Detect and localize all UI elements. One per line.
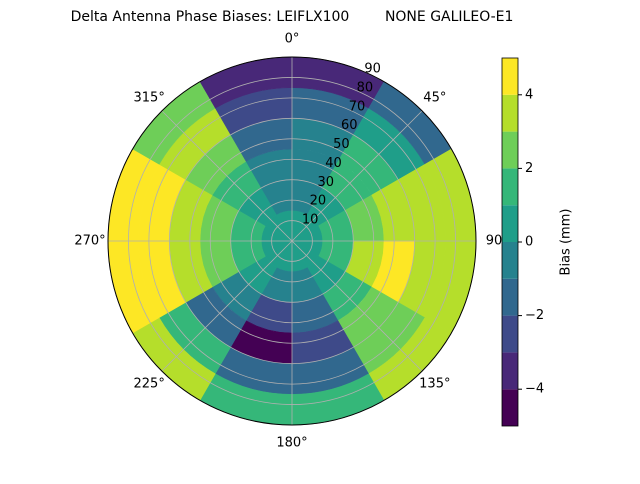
colorbar-segment: [502, 131, 518, 169]
colorbar-tick-label: 4: [525, 87, 533, 102]
radial-tick-label: 70: [349, 99, 366, 114]
angle-tick-label: 90: [486, 234, 503, 249]
colorbar-segment: [502, 315, 518, 353]
colorbar-label: Bias (mm): [559, 209, 574, 276]
colorbar-segment: [502, 389, 518, 426]
radial-tick-label: 40: [325, 156, 342, 171]
colorbar-segment: [502, 205, 518, 242]
grid-spoke: [161, 240, 293, 372]
colorbar-segment: [502, 168, 518, 206]
angle-tick-label: 270°: [74, 234, 105, 249]
colorbar-segment: [502, 242, 518, 279]
polar-frame: [107, 56, 477, 426]
radial-tick-label: 60: [341, 118, 358, 133]
colorbar-segment: [502, 352, 518, 390]
colorbar-tick-label: −2: [525, 308, 544, 323]
radial-tick-label: 90: [364, 62, 381, 77]
colorbar-tick-label: 2: [525, 161, 533, 176]
colorbar-segment: [502, 278, 518, 316]
angle-tick-label: 135°: [419, 376, 450, 391]
angle-tick-label: 225°: [134, 376, 165, 391]
chart-title: Delta Antenna Phase Biases: LEIFLX100 NO…: [71, 9, 514, 25]
grid-spoke: [291, 110, 423, 242]
colorbar-segment: [502, 94, 518, 132]
radial-tick-label: 10: [302, 213, 319, 228]
angle-tick-label: 0°: [285, 32, 300, 47]
grid-spoke: [161, 110, 293, 242]
colorbar-segment: [502, 58, 518, 95]
angle-tick-label: 45°: [423, 91, 446, 106]
colorbar-tick-label: −4: [525, 382, 544, 397]
radial-tick-label: 80: [357, 80, 374, 95]
colorbar-tick-label: 0: [525, 235, 533, 250]
grid-spoke: [291, 240, 423, 372]
radial-tick-label: 30: [317, 175, 334, 190]
angle-tick-label: 315°: [134, 91, 165, 106]
radial-tick-label: 20: [310, 194, 327, 209]
angle-tick-label: 180°: [276, 436, 307, 451]
radial-tick-label: 50: [333, 137, 350, 152]
